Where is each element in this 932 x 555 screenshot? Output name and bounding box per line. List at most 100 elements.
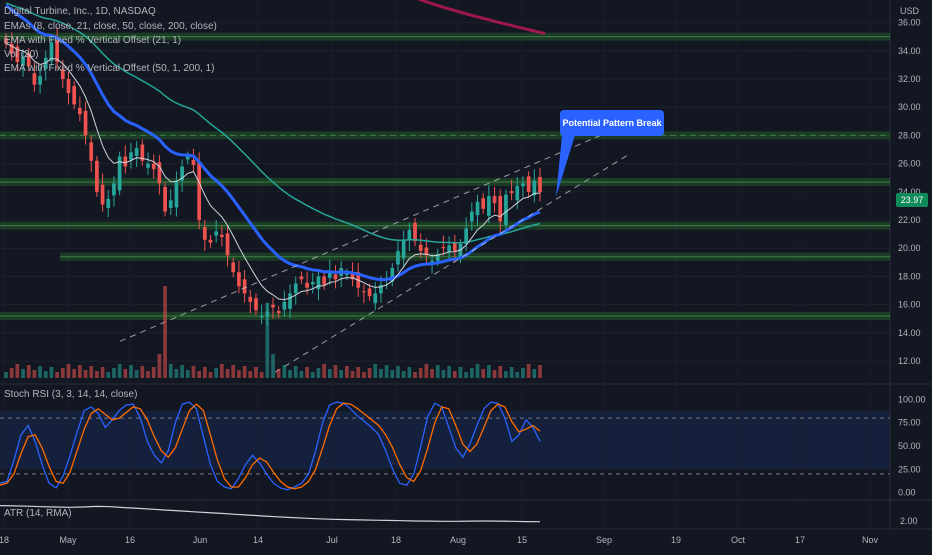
candle-body bbox=[447, 245, 451, 252]
candle-body bbox=[123, 156, 128, 167]
candle-body bbox=[60, 69, 65, 79]
stoch-rsi-label: Stoch RSI (3, 3, 14, 14, close) bbox=[4, 389, 138, 400]
candle-body bbox=[157, 162, 162, 184]
volume-bar bbox=[242, 366, 247, 378]
candle-body bbox=[441, 246, 446, 249]
candle-body bbox=[276, 311, 281, 314]
candle-body bbox=[305, 282, 309, 288]
pattern-break-callout[interactable]: Potential Pattern Break bbox=[560, 110, 664, 136]
volume-bar bbox=[345, 366, 349, 378]
volume-bar bbox=[362, 372, 366, 378]
candle-body bbox=[66, 78, 71, 94]
candle-body bbox=[458, 244, 463, 259]
volume-bar bbox=[447, 366, 451, 378]
atr-tick-label: 2.00 bbox=[900, 516, 918, 526]
volume-bar bbox=[271, 354, 275, 378]
volume-bar bbox=[288, 370, 292, 378]
stoch-k-line bbox=[0, 401, 541, 491]
date-tick-label: Jun bbox=[193, 535, 208, 545]
volume-bar bbox=[202, 367, 207, 378]
candle-body bbox=[367, 288, 372, 297]
volume-bar bbox=[327, 369, 332, 378]
candle-body bbox=[197, 161, 201, 221]
price-tick-label: 36.00 bbox=[898, 18, 921, 28]
candle-body bbox=[208, 239, 213, 243]
ema21-line bbox=[5, 4, 541, 282]
legend-title: Digital Turbine, Inc., 1D, NASDAQ bbox=[4, 6, 156, 17]
volume-bar bbox=[15, 364, 20, 378]
candle-body bbox=[435, 253, 440, 261]
volume-bar bbox=[49, 367, 54, 378]
volume-bar bbox=[481, 369, 486, 378]
volume-bar bbox=[475, 364, 480, 378]
candle-body bbox=[21, 56, 25, 66]
volume-bar bbox=[32, 370, 37, 378]
candle-body bbox=[168, 200, 173, 209]
candle-body bbox=[373, 293, 378, 304]
candle-body bbox=[83, 110, 88, 136]
stoch-d-line bbox=[0, 402, 541, 490]
atr-label: ATR (14, RMA) bbox=[4, 508, 72, 519]
candle-body bbox=[242, 279, 247, 294]
volume-bar bbox=[401, 371, 406, 378]
candle-body bbox=[526, 176, 531, 192]
candle-body bbox=[401, 239, 406, 259]
candle-body bbox=[32, 73, 37, 85]
volume-bar bbox=[356, 367, 361, 378]
candle-body bbox=[112, 183, 116, 196]
date-tick-label: 14 bbox=[253, 535, 263, 545]
volume-bar bbox=[316, 368, 321, 378]
date-tick-label: 18 bbox=[391, 535, 401, 545]
candle-body bbox=[379, 284, 383, 294]
volume-bar bbox=[95, 371, 99, 378]
volume-bar bbox=[310, 372, 315, 378]
candle-body bbox=[89, 142, 94, 161]
volume-bar bbox=[100, 367, 105, 378]
date-tick-label: Jul bbox=[326, 535, 338, 545]
candle-body bbox=[134, 148, 139, 156]
legend-emas: EMAs (8, close, 21, close, 50, close, 20… bbox=[4, 21, 217, 32]
volume-bar bbox=[174, 369, 179, 378]
volume-bar bbox=[129, 365, 133, 378]
volume-bar bbox=[526, 364, 531, 378]
candle-body bbox=[146, 163, 150, 168]
candle-body bbox=[38, 76, 42, 85]
stoch-tick-label: 75.00 bbox=[898, 418, 921, 428]
volume-bar bbox=[146, 371, 150, 378]
candle-body bbox=[430, 260, 434, 263]
candle-body bbox=[322, 276, 326, 285]
volume-bar bbox=[265, 303, 270, 378]
candle-body bbox=[413, 222, 417, 242]
candle-body bbox=[202, 227, 207, 240]
candle-body bbox=[498, 196, 503, 222]
date-tick-label: 19 bbox=[671, 535, 681, 545]
candle-body bbox=[288, 293, 292, 309]
volume-bar bbox=[373, 364, 378, 378]
candle-body bbox=[396, 251, 400, 265]
price-tick-label: 20.00 bbox=[898, 243, 921, 253]
volume-bar bbox=[379, 369, 383, 378]
candle-body bbox=[151, 163, 156, 170]
volume-bar bbox=[509, 367, 514, 378]
volume-bar bbox=[333, 365, 338, 378]
candle-body bbox=[464, 228, 468, 245]
volume-bar bbox=[191, 366, 196, 378]
volume-bar bbox=[396, 366, 400, 378]
last-price-tag: 23.97 bbox=[896, 193, 928, 207]
candle-body bbox=[504, 194, 508, 225]
volume-bar bbox=[532, 369, 537, 378]
candle-body bbox=[214, 231, 219, 236]
stoch-tick-label: 100.00 bbox=[898, 394, 926, 404]
volume-bar bbox=[208, 372, 213, 378]
price-tick-label: 34.00 bbox=[898, 46, 921, 56]
stoch-tick-label: 50.00 bbox=[898, 441, 921, 451]
volume-bar bbox=[282, 365, 287, 378]
candle-body bbox=[220, 234, 224, 237]
ema8-line bbox=[5, 43, 541, 301]
volume-bar bbox=[515, 372, 520, 378]
volume-bar bbox=[538, 365, 542, 378]
candle-body bbox=[191, 160, 196, 166]
volume-bar bbox=[43, 371, 48, 378]
